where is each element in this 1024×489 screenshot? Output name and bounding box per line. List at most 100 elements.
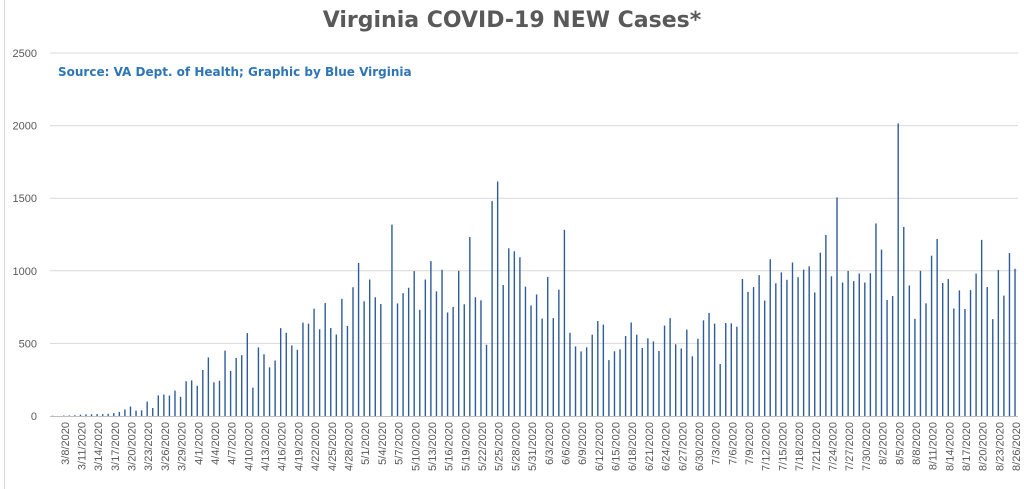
bar — [713, 323, 716, 416]
bar — [368, 279, 371, 416]
bar — [202, 369, 204, 416]
bar — [113, 413, 115, 416]
x-tick-label: 4/13/2020 — [260, 422, 272, 471]
bar — [908, 285, 911, 416]
bar — [124, 409, 126, 416]
bar — [936, 239, 938, 416]
bar — [775, 283, 777, 416]
bar — [980, 239, 983, 416]
bar — [947, 279, 949, 416]
bar — [430, 261, 432, 416]
bar — [179, 396, 182, 416]
bar — [830, 276, 833, 416]
x-tick-label: 5/1/2020 — [360, 422, 372, 465]
bar — [152, 408, 154, 416]
bar — [413, 271, 415, 416]
bar — [469, 236, 471, 416]
bar — [318, 329, 321, 416]
x-tick-label: 4/22/2020 — [310, 422, 322, 471]
x-tick-label: 4/1/2020 — [193, 422, 205, 465]
x-tick-label: 7/24/2020 — [828, 422, 840, 471]
bar — [246, 333, 248, 416]
bar — [574, 346, 577, 416]
bar — [535, 294, 538, 416]
bar — [541, 318, 543, 416]
bar — [602, 324, 605, 416]
bar — [279, 328, 282, 416]
bar — [997, 270, 1000, 416]
bar — [229, 370, 232, 416]
bar — [330, 328, 332, 416]
bar — [608, 360, 610, 416]
x-tick-label: 6/18/2020 — [627, 422, 639, 471]
bar — [647, 338, 649, 416]
x-tick-label: 3/14/2020 — [93, 422, 105, 471]
x-tick-label: 5/16/2020 — [444, 422, 456, 471]
x-tick-label: 8/14/2020 — [944, 422, 956, 471]
bar — [791, 262, 794, 416]
bar — [496, 181, 499, 416]
bar — [819, 252, 822, 416]
bar — [669, 318, 671, 416]
bar — [825, 234, 827, 416]
bar — [85, 414, 87, 416]
bar — [652, 341, 655, 416]
bar — [925, 303, 927, 416]
x-tick-label: 8/2/2020 — [878, 422, 890, 465]
bar — [157, 395, 159, 416]
x-tick-label: 3/8/2020 — [60, 422, 72, 465]
bar — [919, 270, 922, 416]
bar — [658, 350, 660, 416]
bar — [1003, 295, 1005, 416]
bar — [313, 308, 315, 416]
bar — [302, 322, 304, 416]
bar — [190, 380, 193, 416]
x-tick-label: 5/19/2020 — [460, 422, 472, 471]
bar — [958, 290, 961, 416]
bar — [864, 282, 866, 416]
bar — [585, 347, 588, 416]
bar — [346, 325, 349, 416]
x-tick-label: 5/22/2020 — [477, 422, 489, 471]
bar — [352, 287, 354, 416]
bar — [101, 414, 104, 416]
bar — [107, 413, 109, 416]
x-tick-label: 5/13/2020 — [427, 422, 439, 471]
x-tick-label: 7/15/2020 — [777, 422, 789, 471]
bar — [402, 293, 404, 416]
bar — [674, 344, 677, 416]
bar — [485, 344, 488, 416]
x-tick-label: 8/8/2020 — [911, 422, 923, 465]
bar — [992, 319, 994, 416]
bar — [519, 257, 521, 416]
bar — [875, 223, 877, 416]
bar — [168, 395, 171, 416]
x-tick-label: 3/20/2020 — [127, 422, 139, 471]
bar — [547, 276, 549, 416]
bar — [513, 251, 516, 416]
bar — [852, 281, 855, 416]
x-tick-label: 3/17/2020 — [110, 422, 122, 471]
x-tick-label: 6/12/2020 — [594, 422, 606, 471]
x-tick-label: 6/15/2020 — [611, 422, 623, 471]
x-tick-label: 8/17/2020 — [961, 422, 973, 471]
source-annotation: Source: VA Dept. of Health; Graphic by B… — [58, 65, 412, 79]
bar — [463, 304, 465, 416]
bar — [79, 414, 82, 416]
bar — [135, 410, 137, 416]
bar — [68, 415, 70, 416]
x-tick-label: 4/4/2020 — [210, 422, 222, 465]
bar — [591, 334, 593, 416]
bar — [458, 270, 460, 416]
bar — [118, 411, 121, 416]
x-tick-label: 3/29/2020 — [177, 422, 189, 471]
bar — [357, 262, 360, 416]
bar — [725, 323, 727, 416]
bar — [396, 303, 399, 416]
bar — [502, 285, 504, 416]
y-tick-label: 1000 — [13, 266, 37, 278]
bar — [914, 318, 916, 416]
bar — [90, 414, 93, 416]
bar — [569, 332, 571, 416]
